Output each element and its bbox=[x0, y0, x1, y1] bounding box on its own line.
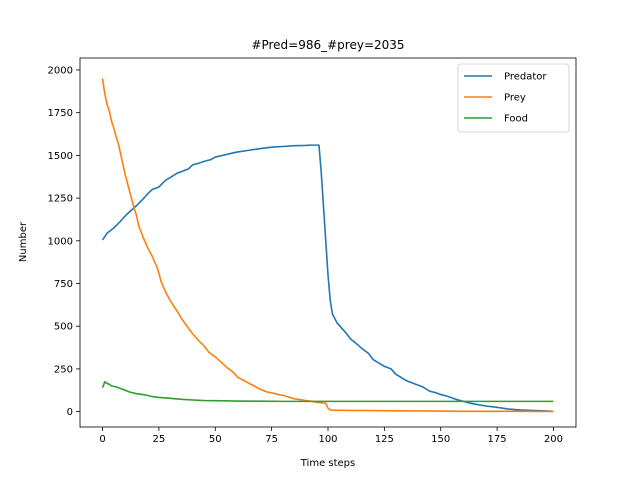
legend-label-food: Food bbox=[504, 114, 528, 125]
plot-area bbox=[101, 78, 554, 413]
x-tick-label: 75 bbox=[265, 434, 278, 445]
y-axis-label: Number bbox=[18, 221, 29, 262]
series-line-predator bbox=[101, 144, 554, 413]
series-line-food bbox=[101, 380, 554, 403]
y-tick-label: 1500 bbox=[48, 151, 73, 162]
y-tick-label: 250 bbox=[54, 364, 73, 375]
legend-label-predator: Predator bbox=[504, 72, 547, 83]
legend: Predator Prey Food bbox=[457, 63, 570, 133]
x-tick-label: 150 bbox=[431, 434, 450, 445]
x-tick-label: 50 bbox=[209, 434, 222, 445]
y-tick-label: 1750 bbox=[48, 108, 73, 119]
x-tick-label: 125 bbox=[375, 434, 394, 445]
series-line-prey bbox=[101, 78, 554, 413]
x-axis: 0 25 50 75 100 125 150 175 200 bbox=[99, 427, 563, 445]
y-tick-label: 2000 bbox=[48, 65, 73, 76]
y-tick-label: 500 bbox=[54, 322, 73, 333]
y-tick-label: 750 bbox=[54, 279, 73, 290]
x-tick-label: 25 bbox=[153, 434, 166, 445]
legend-label-prey: Prey bbox=[504, 93, 526, 104]
x-tick-label: 175 bbox=[488, 434, 507, 445]
y-tick-label: 1000 bbox=[48, 236, 73, 247]
x-tick-label: 200 bbox=[544, 434, 563, 445]
y-tick-label: 1250 bbox=[48, 194, 73, 205]
y-tick-label: 0 bbox=[67, 407, 73, 418]
x-axis-label: Time steps bbox=[300, 458, 356, 469]
x-tick-label: 0 bbox=[99, 434, 105, 445]
legend-box bbox=[457, 63, 570, 133]
chart-title: #Pred=986_#prey=2035 bbox=[251, 38, 404, 52]
y-axis: 0 250 500 750 1000 1250 1500 1750 2000 bbox=[48, 65, 80, 418]
x-tick-label: 100 bbox=[318, 434, 337, 445]
